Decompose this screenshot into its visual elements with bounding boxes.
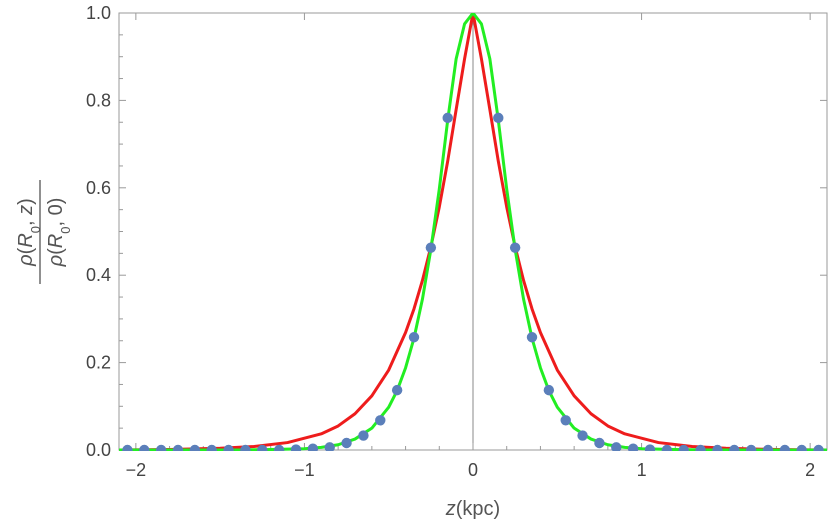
data-point bbox=[560, 415, 571, 426]
x-axis-ticks: −2 −1 0 1 2 bbox=[126, 13, 815, 480]
data-point bbox=[543, 384, 555, 396]
y-axis-label-denominator: ρ(R0, 0) bbox=[45, 198, 73, 268]
data-point bbox=[729, 444, 740, 451]
data-point bbox=[139, 444, 150, 451]
data-point bbox=[442, 112, 453, 124]
data-point bbox=[695, 444, 706, 451]
data-point bbox=[206, 444, 217, 451]
data-point bbox=[257, 444, 268, 451]
x-tick-label: 2 bbox=[805, 460, 815, 480]
y-axis-ticks: 0.0 0.2 0.4 0.6 0.8 1.0 bbox=[86, 3, 827, 460]
x-tick-label: −1 bbox=[294, 460, 315, 480]
data-point bbox=[391, 384, 403, 396]
data-point bbox=[661, 444, 673, 451]
data-point bbox=[762, 444, 774, 451]
data-point bbox=[509, 242, 521, 253]
y-tick-label: 0.6 bbox=[86, 178, 111, 198]
series-line-2 bbox=[119, 13, 827, 451]
data-point bbox=[341, 437, 352, 449]
data-point bbox=[408, 332, 420, 343]
x-tick-label: 1 bbox=[637, 460, 647, 480]
data-point bbox=[240, 444, 251, 451]
y-tick-label: 0.4 bbox=[86, 265, 111, 285]
y-tick-label: 0.8 bbox=[86, 90, 111, 110]
data-point bbox=[526, 332, 538, 343]
data-point bbox=[577, 430, 588, 441]
x-tick-label: −2 bbox=[126, 460, 147, 480]
data-point bbox=[375, 415, 386, 426]
data-point bbox=[627, 443, 639, 451]
series-layer bbox=[119, 13, 828, 451]
data-point bbox=[493, 112, 504, 124]
data-point bbox=[307, 443, 319, 451]
y-tick-label: 0.0 bbox=[86, 440, 111, 460]
data-point bbox=[324, 442, 335, 451]
x-tick-label: 0 bbox=[468, 460, 478, 480]
data-point bbox=[425, 242, 437, 253]
data-point bbox=[611, 442, 622, 451]
data-point bbox=[155, 444, 167, 451]
data-point bbox=[189, 444, 201, 451]
data-point bbox=[223, 444, 234, 451]
y-tick-label: 1.0 bbox=[86, 3, 111, 23]
data-point bbox=[779, 444, 791, 451]
data-point bbox=[796, 444, 807, 451]
series-line-1 bbox=[119, 13, 828, 451]
data-point bbox=[122, 444, 133, 451]
data-point bbox=[172, 444, 184, 451]
data-point bbox=[594, 437, 605, 449]
y-tick-label: 0.2 bbox=[86, 353, 111, 373]
x-axis-label: z(kpc) bbox=[445, 498, 500, 520]
data-point bbox=[712, 444, 723, 451]
data-point bbox=[678, 444, 689, 451]
y-axis-label-numerator: ρ(R0, z) bbox=[15, 198, 43, 267]
data-point bbox=[273, 444, 285, 451]
data-point bbox=[358, 430, 369, 441]
y-axis-label: ρ(R0, z) ρ(R0, 0) bbox=[15, 180, 73, 284]
data-point bbox=[644, 444, 656, 451]
data-point bbox=[745, 444, 757, 451]
data-point bbox=[290, 444, 302, 451]
data-point bbox=[813, 444, 824, 451]
